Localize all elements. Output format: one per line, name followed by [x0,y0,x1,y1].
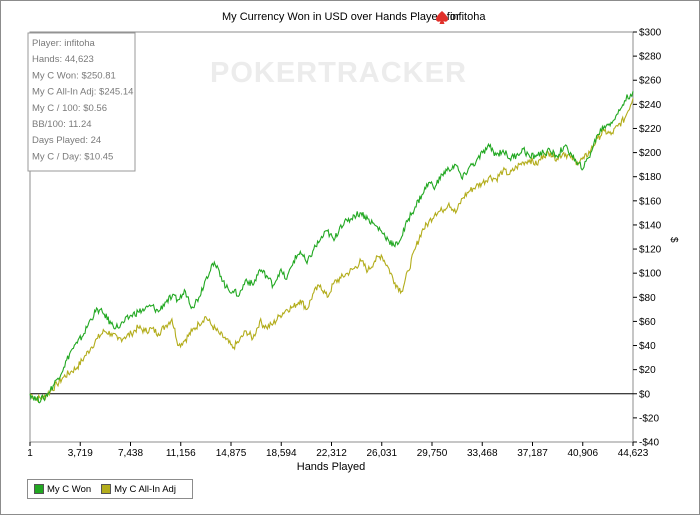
legend-swatch-won [34,484,44,494]
series-group [29,91,634,404]
y-tick-label: $300 [639,28,662,39]
y-tick-label: $240 [639,100,662,111]
watermark: POKERTRACKER [210,57,467,89]
x-tick-label: 11,156 [166,448,196,459]
chart-title: My Currency Won in USD over Hands Played… [222,11,460,23]
stat-line: My C Won: $250.81 [32,70,116,81]
legend-swatch-allin [101,484,112,494]
stat-line: My C / Day: $10.45 [32,151,113,162]
y-tick-label: $280 [639,52,662,63]
stat-line: Days Played: 24 [32,135,101,146]
x-axis: 1 3,719 7,438 11,156 14,875 18,594 22,312 26,03… [27,442,649,459]
x-tick-label: 3,719 [68,448,93,459]
y-tick-label: $0 [639,389,651,400]
y-tick-label: $220 [639,124,662,135]
y-tick-label: $180 [639,172,662,183]
stats-list: Player: infitoha Hands: 44,623 My C Won: $… [32,38,133,162]
stat-line: BB/100: 11.24 [32,119,92,130]
stat-line: My C / 100: $0.56 [32,103,107,114]
legend-label-won: My C Won [47,483,92,495]
stat-line: My C All-In Adj: $245.14 [32,87,133,98]
y-tick-label: -$20 [639,413,659,424]
x-tick-label: 18,594 [266,448,297,459]
y-tick-label: $100 [639,269,662,280]
y-axis-label: $ [668,237,679,243]
x-tick-label: 26,031 [366,448,397,459]
y-tick-label: -$40 [639,438,659,449]
y-tick-label: $200 [639,148,662,159]
legend-label-allin: My C All-In Adj [114,483,176,495]
series-line [29,91,634,404]
x-tick-label: 37,187 [517,448,548,459]
stat-line: Hands: 44,623 [32,54,94,65]
spade-icon [436,11,448,24]
y-tick-label: $160 [639,196,662,207]
y-tick-label: $80 [639,293,656,304]
x-tick-label: 33,468 [467,448,498,459]
legend: My C Won My C All-In Adj [27,479,193,499]
chart-title-player: infitoha [450,11,486,23]
y-tick-label: $20 [639,365,656,376]
x-tick-label: 40,906 [567,448,598,459]
y-tick-label: $120 [639,245,662,256]
stats-box [27,32,136,172]
y-tick-label: $40 [639,341,656,352]
legend-item-won: My C Won [34,484,91,495]
x-tick-label: 29,750 [417,448,448,459]
legend-item-allin: My C All-In Adj [101,484,176,495]
x-tick-label: 22,312 [316,448,347,459]
x-tick-label: 7,438 [118,448,143,459]
y-tick-label: $60 [639,317,656,328]
y-tick-label: $260 [639,76,662,87]
x-tick-label: 1 [27,448,33,459]
y-tick-label: $140 [639,220,662,231]
series-line [29,98,634,402]
x-tick-label: 14,875 [216,448,247,459]
x-tick-label: 44,623 [618,448,649,459]
stat-line: Player: infitoha [32,38,96,49]
x-axis-label: Hands Played [297,461,366,473]
y-axis: $300 $280 $260 $240 $220 $200 $180 $160 $140 $120… [633,28,662,449]
